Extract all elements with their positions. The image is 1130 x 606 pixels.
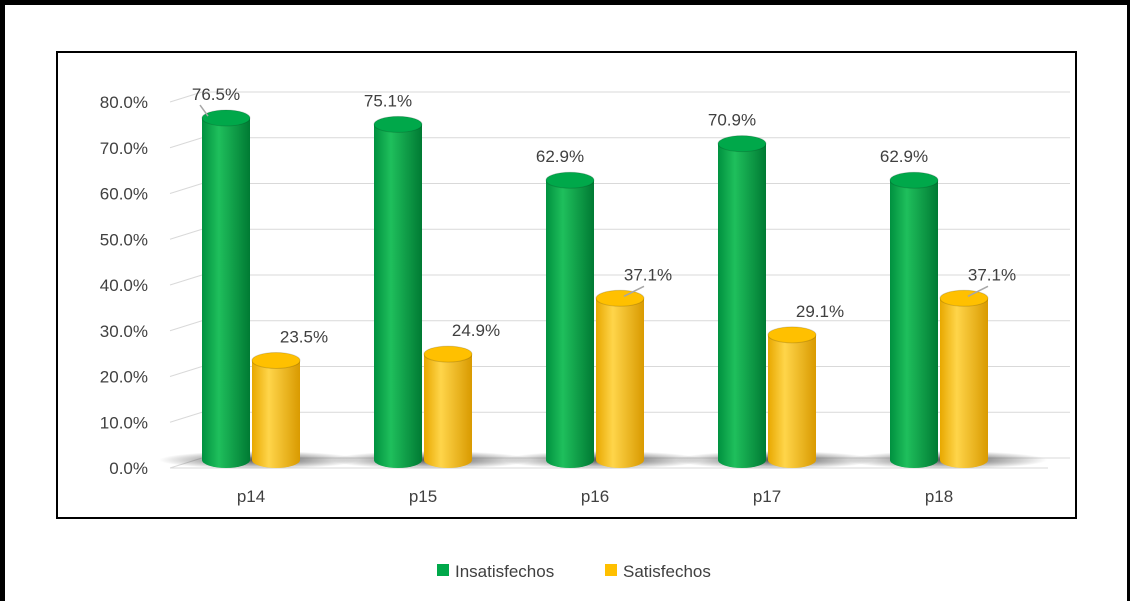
bar-satisfechos-p18 [939,289,989,468]
gridline-depth [169,320,203,332]
bar-body [890,180,938,469]
bar-top [717,135,767,153]
legend: Insatisfechos Satisfechos [437,562,711,581]
data-label: 70.9% [708,111,756,130]
legend-label-insatisfechos: Insatisfechos [455,562,554,581]
label-leader-line [199,104,209,117]
data-label: 76.5% [192,85,240,104]
bar-top [251,351,301,369]
bar-body [768,334,816,468]
bar-body [940,298,988,468]
data-label: 37.1% [968,265,1016,284]
bar-insatisfechos-p15 [373,115,423,468]
y-axis: 0.0% 10.0% 20.0% 30.0% 40.0% 50.0% 60.0% 70.0% 8… [100,93,148,478]
x-tick-label: p14 [237,487,265,506]
y-tick-label: 20.0% [100,368,148,387]
y-tick-label: 10.0% [100,413,148,432]
bar-body [202,118,250,468]
bar-insatisfechos-p14 [201,109,251,468]
data-label: 62.9% [536,147,584,166]
bar-chart: 0.0% 10.0% 20.0% 30.0% 40.0% 50.0% 60.0% 70.0% 8… [56,51,1077,581]
gridline-depth [169,91,203,103]
x-tick-label: p18 [925,487,953,506]
y-tick-label: 60.0% [100,185,148,204]
y-tick-label: 0.0% [109,459,148,478]
bar-body [374,124,422,468]
gridline-depth [169,274,203,286]
x-tick-label: p17 [753,487,781,506]
legend-swatch-satisfechos [605,564,617,576]
bar-body [718,143,766,468]
legend-swatch-insatisfechos [437,564,449,576]
data-label: 24.9% [452,321,500,340]
gridline-depth [169,183,203,194]
y-tick-label: 80.0% [100,93,148,112]
gridline-depth [169,228,203,240]
bar-top [545,171,595,189]
y-tick-label: 40.0% [100,276,148,295]
x-axis: p14 p15 p16 p17 p18 [237,487,953,506]
bar-insatisfechos-p17 [717,135,767,468]
label-leader-line [967,285,989,297]
data-label: 75.1% [364,91,412,110]
y-tick-label: 70.0% [100,139,148,158]
gridline-depth [169,137,203,149]
bar-top [595,289,645,307]
bars [201,109,989,469]
bar-body [424,354,472,468]
gridline-depth [169,411,203,423]
bar-top [201,109,251,127]
bar-top [939,289,989,307]
data-label: 37.1% [624,265,672,284]
bar-top [423,345,473,363]
bar-insatisfechos-p16 [545,171,595,469]
data-label: 29.1% [796,302,844,321]
bar-body [546,180,594,469]
bar-insatisfechos-p18 [889,171,939,469]
bar-satisfechos-p14 [251,351,301,468]
bar-satisfechos-p15 [423,345,473,468]
y-tick-label: 30.0% [100,322,148,341]
bar-satisfechos-p17 [767,326,817,468]
gridline-depth [169,366,203,377]
data-labels: 76.5% 75.1% 62.9% 70.9% 62.9% 23.5% 24.9% 37.1%… [192,85,1016,346]
legend-label-satisfechos: Satisfechos [623,562,711,581]
data-label: 23.5% [280,327,328,346]
bar-top [889,171,939,189]
bar-top [373,115,423,133]
x-tick-label: p16 [581,487,609,506]
bar-satisfechos-p16 [595,289,645,468]
bar-body [252,360,300,468]
bar-body [596,298,644,468]
bar-top [767,326,817,344]
x-tick-label: p15 [409,487,437,506]
y-tick-label: 50.0% [100,230,148,249]
label-leader-line [623,285,645,297]
data-label: 62.9% [880,147,928,166]
